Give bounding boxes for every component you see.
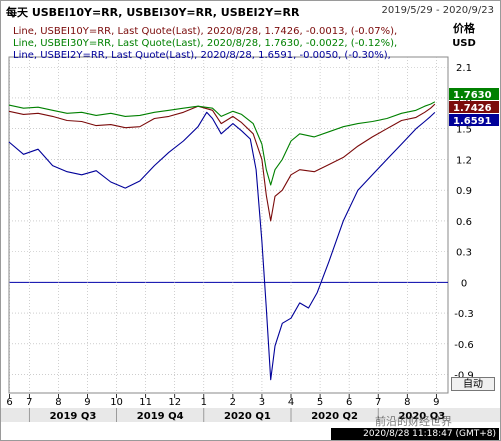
x-month-label: 9 (84, 397, 90, 408)
legend-entry: Line, USBEI30Y=RR, Last Quote(Last), 202… (13, 38, 397, 49)
auto-scale-button[interactable]: 自动 (451, 377, 495, 391)
x-month-label: 10 (110, 397, 123, 408)
watermark: 前沿的财经世界 (375, 415, 452, 428)
x-month-label: 6 (6, 397, 12, 408)
last-value-tag-usbei2y (449, 114, 499, 126)
series-line-usbei2y (8, 111, 436, 381)
last-value-tag-usbei30y (449, 88, 499, 100)
x-month-label: 7 (375, 397, 381, 408)
x-month-label: 11 (139, 397, 152, 408)
chart-title: 每天 USBEI10Y=RR, USBEI30Y=RR, USBEI2Y=RR (6, 6, 300, 19)
x-month-label: 12 (168, 397, 181, 408)
last-value-text-usbei2y: 1.6591 (453, 116, 492, 127)
y-tick-label: -0.3 (454, 309, 474, 320)
x-month-label: 5 (317, 397, 323, 408)
y-tick-label: 0.3 (456, 248, 472, 259)
y-tick-label: 0.6 (456, 217, 472, 228)
x-month-strip (1, 394, 500, 408)
x-quarter-label: 2019 Q4 (137, 411, 184, 422)
last-value-tag-usbei10y (449, 101, 499, 113)
y-tick-label: -0.9 (454, 371, 474, 382)
y-tick-label: 2.1 (456, 63, 472, 74)
x-month-label: 8 (404, 397, 410, 408)
x-month-label: 2 (230, 397, 236, 408)
x-month-label: 8 (55, 397, 61, 408)
series-line-usbei30y (8, 101, 436, 186)
x-month-label: 6 (346, 397, 352, 408)
legend-entry: Line, USBEI10Y=RR, Last Quote(Last), 202… (13, 26, 397, 37)
x-quarter-label: 2020 Q1 (224, 411, 271, 422)
x-quarter-label: 2019 Q3 (50, 411, 97, 422)
x-quarter-strip (1, 408, 500, 422)
y-tick-label: 0 (461, 278, 467, 289)
last-value-text-usbei30y: 1.7630 (453, 90, 492, 101)
x-month-label: 9 (433, 397, 439, 408)
x-month-label: 7 (26, 397, 32, 408)
y-axis-unit: USD (452, 38, 476, 49)
y-tick-label: 1.2 (456, 155, 472, 166)
series-line-usbei10y (8, 103, 436, 222)
x-quarter-label: 2020 Q2 (311, 411, 358, 422)
y-tick-label: 0.9 (456, 186, 472, 197)
x-month-label: 4 (288, 397, 294, 408)
date-range: 2019/5/29 - 2020/9/23 (381, 5, 494, 16)
timestamp-bar: 2020/8/28 11:18:47 (GMT+8) (331, 428, 499, 440)
last-value-text-usbei10y: 1.7426 (453, 103, 492, 114)
chart-titlebar: 每天 USBEI10Y=RR, USBEI30Y=RR, USBEI2Y=RR … (1, 1, 500, 20)
plot-area (8, 56, 449, 394)
legend-entry: Line, USBEI2Y=RR, Last Quote(Last), 2020… (13, 50, 391, 61)
x-month-label: 1 (201, 397, 207, 408)
y-axis-title: 价格 (453, 21, 476, 35)
x-month-label: 3 (259, 397, 265, 408)
y-tick-label: -0.6 (454, 340, 474, 351)
y-tick-label: 1.5 (456, 125, 472, 136)
x-quarter-label: 2020 Q3 (398, 411, 445, 422)
